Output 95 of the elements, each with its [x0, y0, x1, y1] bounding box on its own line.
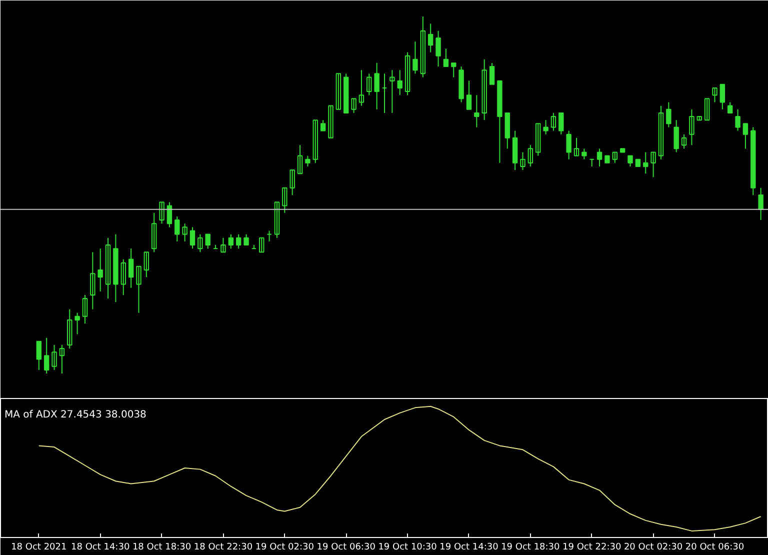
candlestick [543, 120, 548, 135]
candlestick [105, 237, 111, 300]
candlestick [535, 123, 541, 156]
candlestick [190, 226, 196, 250]
candlestick [742, 123, 748, 150]
candlestick [566, 130, 572, 160]
candlestick [90, 252, 96, 310]
candlestick [528, 144, 534, 167]
candlestick [574, 137, 580, 156]
candlestick [228, 234, 234, 250]
candlestick [67, 308, 72, 350]
candlestick [489, 62, 495, 85]
candlestick [758, 187, 764, 221]
candlestick [390, 70, 395, 114]
candlestick [159, 202, 164, 224]
candlestick [358, 70, 364, 106]
candlestick [443, 48, 449, 68]
candlestick [681, 134, 687, 150]
candlestick [236, 234, 242, 250]
x-tick-label: 19 Oct 06:30 [316, 542, 376, 552]
candlestick [151, 212, 157, 253]
x-tick-label: 18 Oct 14:30 [71, 542, 130, 552]
x-tick-label: 20 Oct 02:30 [624, 542, 683, 552]
candlestick [612, 152, 618, 164]
candlestick [266, 230, 272, 242]
candlestick [98, 248, 103, 292]
x-tick-label: 18 Oct 22:30 [194, 542, 253, 552]
candlestick [120, 258, 126, 296]
x-tick-label: 20 Oct 06:30 [685, 542, 744, 552]
candlestick [412, 41, 418, 74]
x-tick-label: 18 Oct 2021 [11, 542, 67, 552]
candlestick [328, 105, 334, 138]
x-tick-label: 19 Oct 18:30 [501, 542, 560, 552]
candlestick [689, 108, 694, 146]
candlestick [674, 120, 679, 153]
candlestick [596, 148, 602, 167]
x-tick-label: 19 Oct 14:30 [440, 542, 499, 552]
candlestick [136, 266, 142, 314]
candlestick [366, 73, 372, 96]
candlestick [643, 152, 648, 174]
candlestick [720, 84, 726, 110]
candlestick [144, 252, 150, 278]
candlestick [666, 102, 672, 128]
candlestick [320, 120, 326, 132]
candlestick [244, 234, 249, 246]
candlestick [282, 187, 288, 214]
candlestick [474, 94, 480, 128]
candlestick [420, 16, 426, 78]
candlestick [205, 234, 210, 250]
candlestick [82, 294, 88, 324]
candlestick [290, 170, 295, 196]
candlestick [182, 223, 188, 242]
candlestick [174, 216, 180, 242]
candlestick [436, 30, 441, 68]
candlestick [589, 158, 594, 167]
x-tick-label: 19 Oct 02:30 [255, 542, 314, 552]
candlestick [305, 155, 310, 167]
candlestick [59, 344, 65, 374]
candlestick [520, 152, 526, 171]
candlestick [128, 248, 134, 288]
candlestick [628, 155, 633, 167]
candlestick [558, 112, 564, 135]
candlestick [52, 344, 57, 370]
candlestick [259, 237, 264, 253]
candlestick [397, 70, 402, 96]
candlestick [704, 98, 710, 121]
candlestick [658, 105, 664, 160]
x-tick-label: 19 Oct 10:30 [378, 542, 438, 552]
chart-title: MA of ADX 27.4543 38.0038 [4, 410, 146, 420]
candlestick [297, 144, 303, 174]
candlestick [44, 337, 50, 374]
x-tick-label: 19 Oct 22:30 [562, 542, 622, 552]
candlestick [482, 58, 487, 121]
candlestick [735, 108, 740, 132]
candlestick [404, 52, 410, 96]
candlestick [550, 112, 556, 132]
candlestick [74, 312, 80, 335]
candlestick [727, 102, 733, 114]
candlestick [166, 202, 172, 228]
candlestick [451, 62, 456, 78]
candlestick [274, 202, 280, 238]
candlestick [36, 340, 42, 370]
candlestick [374, 62, 380, 110]
candlestick [650, 152, 656, 178]
candlestick [220, 237, 226, 253]
candlestick [712, 87, 718, 103]
candlestick [382, 73, 388, 114]
x-tick-label: 18 Oct 18:30 [132, 542, 192, 552]
candlestick [336, 73, 342, 110]
candlestick [312, 120, 318, 164]
candlestick [198, 234, 203, 253]
candlestick [428, 23, 434, 53]
candlestick [466, 80, 472, 110]
candlestick [582, 148, 587, 160]
candlestick [351, 98, 356, 114]
